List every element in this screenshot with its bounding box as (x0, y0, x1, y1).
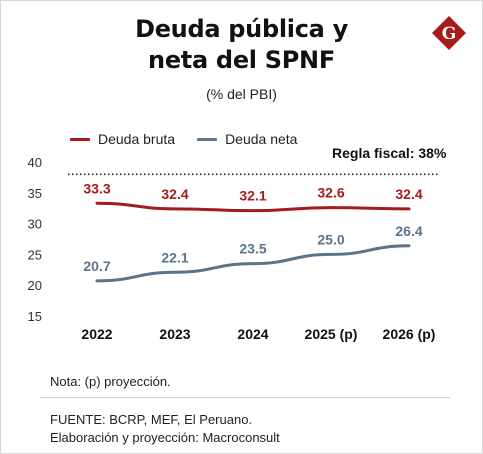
legend-item-deuda-bruta: Deuda bruta (70, 131, 175, 147)
y-tick-label: 30 (28, 217, 42, 232)
legend-swatch-bruta (70, 137, 90, 141)
chart-legend: Deuda bruta Deuda neta (70, 131, 319, 147)
data-label: 32.6 (317, 185, 344, 201)
data-label: 32.1 (239, 188, 266, 204)
data-label: 25.0 (317, 231, 344, 247)
data-label: 32.4 (161, 186, 188, 202)
x-tick-label: 2023 (159, 326, 190, 342)
g-diamond-logo: G (432, 16, 466, 50)
chart-title-line2: neta del SPNF (148, 46, 335, 74)
data-label: 22.1 (161, 249, 188, 265)
data-label: 32.4 (395, 186, 422, 202)
x-tick-label: 2024 (237, 326, 268, 342)
logo-letter: G (442, 24, 457, 44)
legend-label-neta: Deuda neta (225, 131, 298, 147)
data-label: 33.3 (83, 180, 110, 196)
legend-label-bruta: Deuda bruta (98, 131, 176, 147)
source-line-1: FUENTE: BCRP, MEF, El Peruano. (50, 412, 253, 427)
y-tick-label: 35 (28, 186, 42, 201)
chart-subtitle: (% del PBI) (206, 86, 277, 102)
chart-note: Nota: (p) proyección. (50, 374, 171, 389)
reference-line-label: Regla fiscal: 38% (332, 145, 447, 161)
data-label: 20.7 (83, 258, 110, 274)
data-label: 23.5 (239, 241, 266, 257)
y-tick-label: 15 (28, 309, 42, 324)
series-line-deuda-bruta (95, 201, 411, 213)
chart-title-line1: Deuda pública y (135, 15, 348, 43)
legend-item-deuda-neta: Deuda neta (197, 131, 297, 147)
series-line-deuda-neta (95, 244, 411, 283)
data-label: 26.4 (395, 223, 422, 239)
x-tick-label: 2025 (p) (305, 326, 358, 342)
legend-swatch-neta (197, 137, 218, 141)
y-tick-label: 20 (28, 278, 42, 293)
x-tick-label: 2026 (p) (383, 326, 436, 342)
y-tick-label: 25 (28, 247, 42, 262)
source-line-2: Elaboración y proyección: Macroconsult (50, 430, 280, 445)
x-tick-label: 2022 (81, 326, 112, 342)
y-tick-label: 40 (28, 155, 42, 170)
divider (40, 397, 450, 398)
